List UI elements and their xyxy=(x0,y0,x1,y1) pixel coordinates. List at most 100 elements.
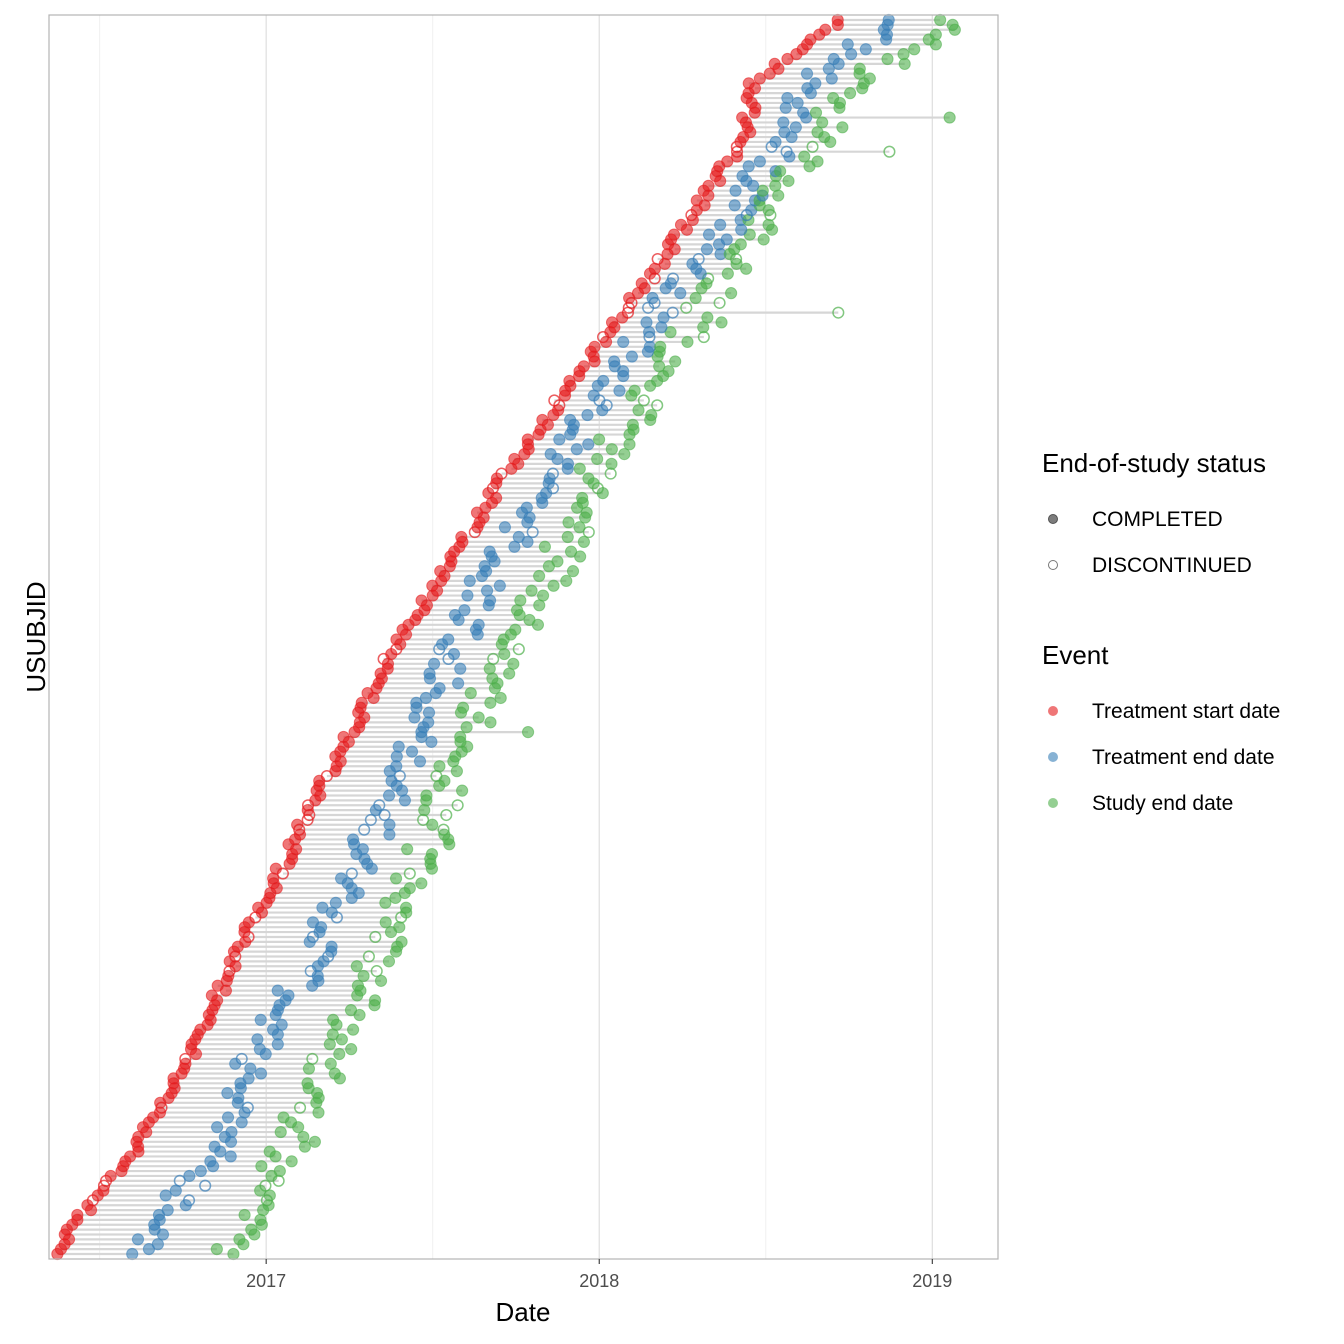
study-end-point xyxy=(523,613,536,627)
study-end-point xyxy=(816,116,829,129)
treatment-start-point xyxy=(819,23,832,36)
treatment-end-point xyxy=(607,355,621,368)
treatment-end-point xyxy=(674,287,687,300)
study-end-point xyxy=(440,808,453,822)
treatment-start-point xyxy=(548,394,561,407)
treatment-end-point xyxy=(472,618,485,631)
study-end-point xyxy=(415,877,428,890)
study-end-point xyxy=(350,960,363,973)
study-end-point xyxy=(651,399,664,412)
treatment-end-point xyxy=(480,584,494,597)
panel-border xyxy=(48,14,999,1260)
study-end-point xyxy=(509,623,522,636)
study-end-point xyxy=(592,433,606,446)
study-end-point xyxy=(525,584,538,597)
study-end-point xyxy=(456,784,469,797)
treatment-end-point xyxy=(410,696,423,709)
study-end-point xyxy=(285,1155,298,1168)
study-end-point xyxy=(379,896,392,909)
study-end-point xyxy=(756,184,769,197)
study-end-point xyxy=(294,1101,307,1114)
treatment-start-point xyxy=(495,467,508,480)
treatment-end-point xyxy=(183,1169,196,1183)
study-end-point xyxy=(484,696,497,709)
study-end-point xyxy=(347,1023,360,1036)
treatment-end-point xyxy=(841,38,854,51)
study-end-point xyxy=(626,418,639,431)
discontinued-key-icon xyxy=(1042,554,1066,578)
study-end-point xyxy=(832,306,845,319)
study-end-point xyxy=(369,930,382,944)
x-tick-label: 2017 xyxy=(246,1271,286,1291)
treatment-end-point xyxy=(702,228,716,241)
study-end-point xyxy=(464,686,477,700)
study-end-point xyxy=(460,721,473,734)
treatment-end-point xyxy=(448,608,462,622)
treatment-end-point xyxy=(173,1174,186,1187)
study-end-point xyxy=(308,1135,321,1148)
treatment-end-point xyxy=(564,413,577,427)
treatment-end-point xyxy=(777,116,790,129)
event-legend: Event Treatment start date Treatment end… xyxy=(1042,640,1280,827)
study-end-point xyxy=(551,555,564,568)
treatment-end-point xyxy=(316,901,329,914)
study-end-point xyxy=(259,1179,272,1192)
study-end-point xyxy=(437,823,450,836)
treatment-end-point xyxy=(520,501,533,514)
treatment-end-point xyxy=(221,1111,235,1124)
treatment-end-point xyxy=(251,1033,264,1046)
study-end-point xyxy=(701,311,714,324)
study-end-point xyxy=(327,1013,340,1026)
study-end-point xyxy=(605,443,618,456)
treatment-end-point xyxy=(646,291,659,305)
treatment-end-point xyxy=(553,433,566,446)
study-end-point xyxy=(689,291,702,305)
study-end-point xyxy=(521,726,535,739)
treatment-end-point xyxy=(364,813,377,826)
treatment-end-point xyxy=(433,682,446,695)
study-end-point xyxy=(883,145,896,158)
treatment-end-point xyxy=(345,867,358,880)
study-end-point xyxy=(245,1223,258,1236)
treatment-start-point xyxy=(753,72,766,85)
treatment-start-key-icon xyxy=(1042,700,1066,724)
study-end-point xyxy=(809,106,823,119)
treatment-end-point xyxy=(458,604,471,617)
study-end-point xyxy=(472,711,485,724)
treatment-end-point xyxy=(199,1179,212,1192)
treatment-end-point xyxy=(561,457,575,470)
treatment-start-point xyxy=(521,433,534,446)
study-end-point xyxy=(811,155,824,168)
study-end-point xyxy=(255,1160,268,1173)
status-legend-title: End-of-study status xyxy=(1042,448,1266,478)
study-end-point xyxy=(618,447,631,461)
panel-background xyxy=(49,15,998,1259)
treatment-end-point xyxy=(373,799,386,812)
study-end-point xyxy=(306,1052,319,1065)
study-end-point xyxy=(263,1145,276,1158)
treatment-end-point xyxy=(729,184,742,197)
study-end-point xyxy=(351,979,365,992)
study-end-point xyxy=(740,262,753,275)
treatment-end-point xyxy=(419,691,433,705)
treatment-start-point xyxy=(768,57,781,70)
treatment-start-point xyxy=(721,155,734,168)
study-end-point xyxy=(560,574,573,588)
study-end-point xyxy=(662,365,675,378)
treatment-end-point xyxy=(478,560,491,573)
study-end-point xyxy=(582,526,595,539)
treatment-end-point xyxy=(392,740,405,753)
event-legend-label: Treatment end date xyxy=(1092,746,1275,769)
study-end-point xyxy=(362,950,375,963)
treatment-end-point xyxy=(882,13,895,27)
treatment-end-point xyxy=(408,711,421,724)
treatment-end-point xyxy=(358,823,371,836)
point-layer xyxy=(51,13,961,1261)
study-end-point xyxy=(403,867,416,880)
treatment-end-point xyxy=(413,755,427,768)
study-end-point xyxy=(853,62,866,75)
study-end-point xyxy=(433,760,446,773)
study-end-point xyxy=(827,91,840,105)
treatment-end-point xyxy=(546,467,559,480)
treatment-end-point xyxy=(827,52,840,66)
